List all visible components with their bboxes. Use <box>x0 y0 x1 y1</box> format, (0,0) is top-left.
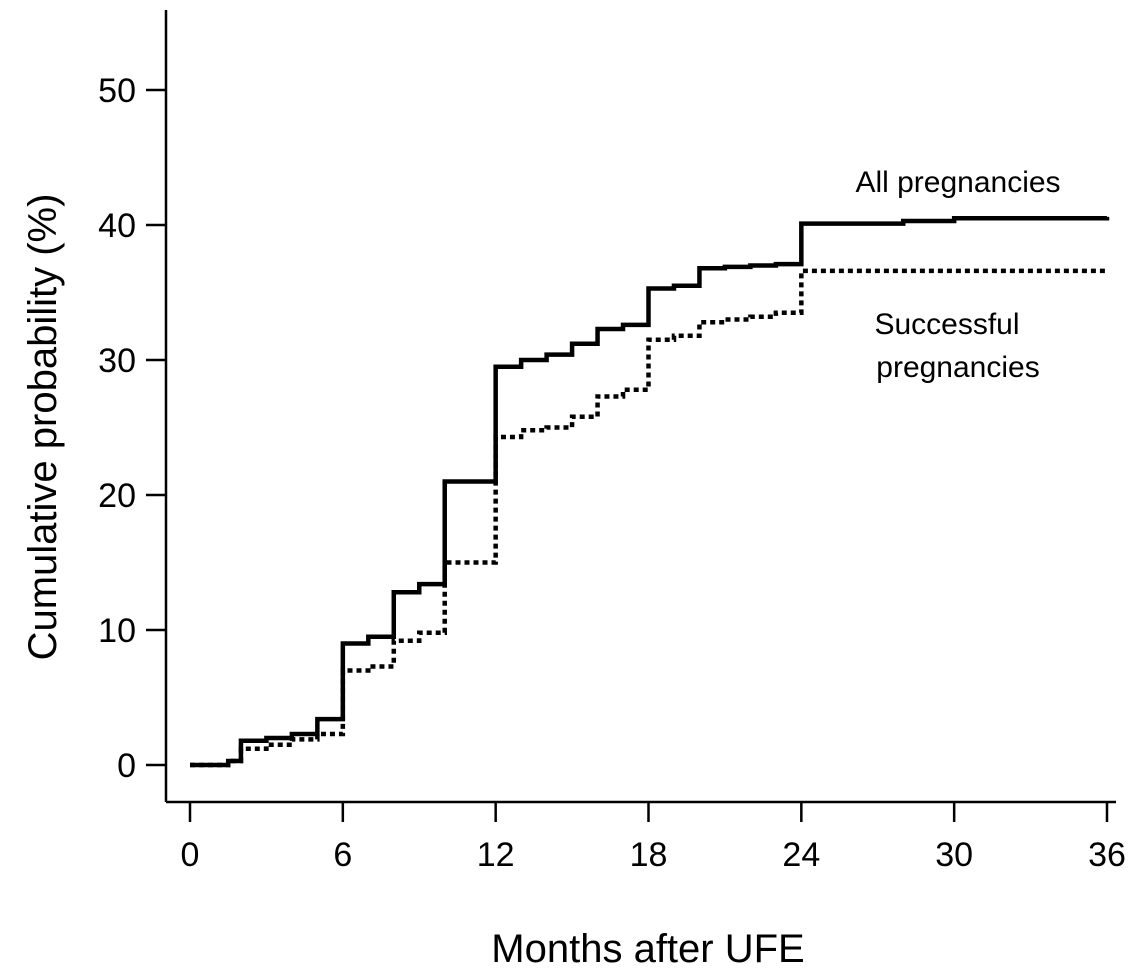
y-tick-label-30: 30 <box>98 342 136 380</box>
annotation-all-pregnancies: All pregnancies <box>855 166 1060 199</box>
axes <box>166 10 1116 802</box>
x-tick-label-12: 12 <box>477 836 515 874</box>
x-tick-label-0: 0 <box>181 836 200 874</box>
y-tick-label-10: 10 <box>98 612 136 650</box>
y-tick-label-50: 50 <box>98 72 136 110</box>
y-tick-label-40: 40 <box>98 207 136 245</box>
series <box>190 217 1107 765</box>
y-tick-label-0: 0 <box>117 747 136 785</box>
x-tick-label-18: 18 <box>630 836 668 874</box>
y-axis-title: Cumulative probability (%) <box>21 194 65 661</box>
x-tick-label-24: 24 <box>782 836 820 874</box>
x-tick-label-30: 30 <box>935 836 973 874</box>
x-tick-label-36: 36 <box>1088 836 1126 874</box>
x-tick-label-6: 6 <box>333 836 352 874</box>
y-tick-label-20: 20 <box>98 477 136 515</box>
annotation-successful-line1: Successful <box>874 308 1019 341</box>
x-axis-title: Months after UFE <box>491 927 804 971</box>
annotation-successful-line2: pregnancies <box>876 351 1039 384</box>
labels: Months after UFE Cumulative probability … <box>21 166 1061 971</box>
series-line-all <box>190 217 1107 765</box>
series-line-successful <box>190 271 1107 765</box>
